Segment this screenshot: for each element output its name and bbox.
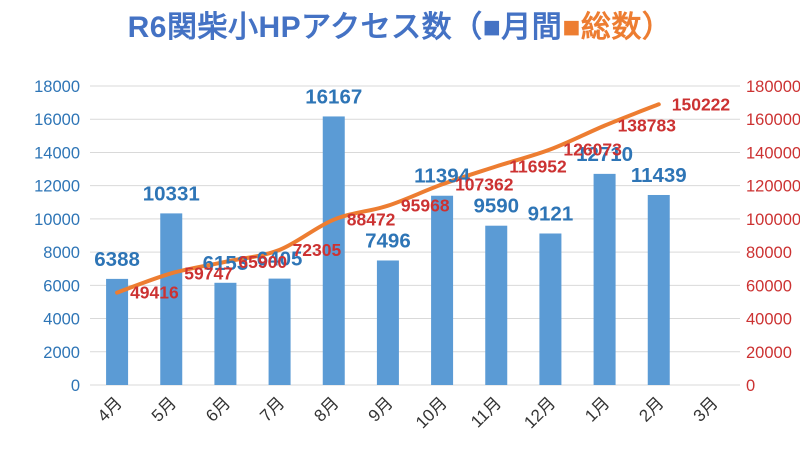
x-label-12月: 12月 (520, 393, 559, 432)
y-axis-left-tick-2000: 2000 (43, 344, 80, 362)
x-label-7月: 7月 (256, 393, 288, 425)
line-label-8月: 88472 (347, 210, 396, 230)
y-axis-right-tick-180000: 180000 (746, 78, 800, 96)
line-label-5月: 59747 (184, 263, 233, 283)
bar-label-1月: 12710 (576, 143, 633, 166)
x-label-11月: 11月 (467, 393, 505, 431)
y-axis-left-tick-8000: 8000 (43, 244, 80, 262)
bar-4月 (106, 278, 129, 385)
bar-label-2月: 11439 (631, 164, 687, 187)
line-label-9月: 95968 (401, 196, 450, 216)
x-label-6月: 6月 (202, 393, 234, 425)
total-line (115, 102, 661, 295)
y-axis-right-tick-120000: 120000 (746, 178, 800, 196)
bar-2月 (647, 194, 670, 385)
x-label-4月: 4月 (94, 393, 126, 425)
bar-label-11月: 9590 (473, 195, 519, 218)
x-label-5月: 5月 (148, 393, 180, 425)
y-axis-left-tick-16000: 16000 (34, 111, 80, 129)
bar-6月 (214, 282, 237, 385)
bar-label-7月: 6405 (257, 248, 303, 271)
y-axis-left-tick-0: 0 (71, 377, 80, 395)
y-axis-left-tick-4000: 4000 (43, 311, 80, 329)
title-monthly-segment: R6関柴小HPアクセス数（■月間 (127, 11, 563, 44)
title-total-segment: ■総数） (562, 11, 673, 44)
y-axis-right-tick-20000: 20000 (746, 344, 792, 362)
line-label-2月: 150222 (672, 94, 731, 114)
y-axis-left-tick-12000: 12000 (34, 178, 80, 196)
y-axis-left-tick-6000: 6000 (43, 277, 80, 295)
y-axis-left-tick-18000: 18000 (34, 78, 80, 96)
bar-label-4月: 6388 (94, 248, 140, 271)
x-label-2月: 2月 (635, 393, 667, 425)
y-axis-left-tick-10000: 10000 (34, 211, 80, 229)
line-label-12月: 126073 (563, 139, 622, 159)
bar-9月 (376, 260, 399, 385)
x-label-8月: 8月 (310, 393, 342, 425)
line-label-6月: 65900 (238, 252, 287, 272)
x-label-9月: 9月 (365, 393, 397, 425)
line-label-7月: 72305 (293, 240, 342, 260)
x-label-10月: 10月 (412, 393, 451, 432)
line-label-1月: 138783 (618, 116, 677, 136)
bar-12月 (539, 233, 562, 385)
bar-10月 (431, 195, 454, 385)
bar-5月 (160, 213, 183, 385)
bar-11月 (485, 225, 508, 385)
bar-label-8月: 16167 (305, 85, 362, 108)
bar-label-12月: 9121 (528, 202, 574, 225)
bar-8月 (322, 116, 345, 385)
y-axis-left-tick-14000: 14000 (34, 144, 80, 162)
y-axis-right-tick-60000: 60000 (746, 277, 792, 295)
bar-label-9月: 7496 (365, 229, 411, 252)
x-label-1月: 1月 (581, 393, 613, 425)
line-label-4月: 49416 (130, 283, 179, 303)
y-axis-right-tick-40000: 40000 (746, 311, 792, 329)
y-axis-right-tick-160000: 160000 (746, 111, 800, 129)
y-axis-right-tick-140000: 140000 (746, 144, 800, 162)
line-label-10月: 107362 (455, 174, 514, 194)
bar-label-6月: 6153 (203, 252, 249, 275)
y-axis-right-tick-100000: 100000 (746, 211, 800, 229)
bar-1月 (593, 173, 616, 385)
line-label-11月: 116952 (509, 156, 567, 176)
y-axis-right-tick-80000: 80000 (746, 244, 792, 262)
chart-title: R6関柴小HPアクセス数（■月間■総数） (0, 2, 800, 46)
y-axis-right-tick-0: 0 (746, 377, 755, 395)
bar-7月 (268, 278, 291, 385)
bar-label-5月: 10331 (143, 182, 200, 205)
x-label-3月: 3月 (690, 393, 722, 425)
bar-label-10月: 11394 (414, 165, 470, 188)
